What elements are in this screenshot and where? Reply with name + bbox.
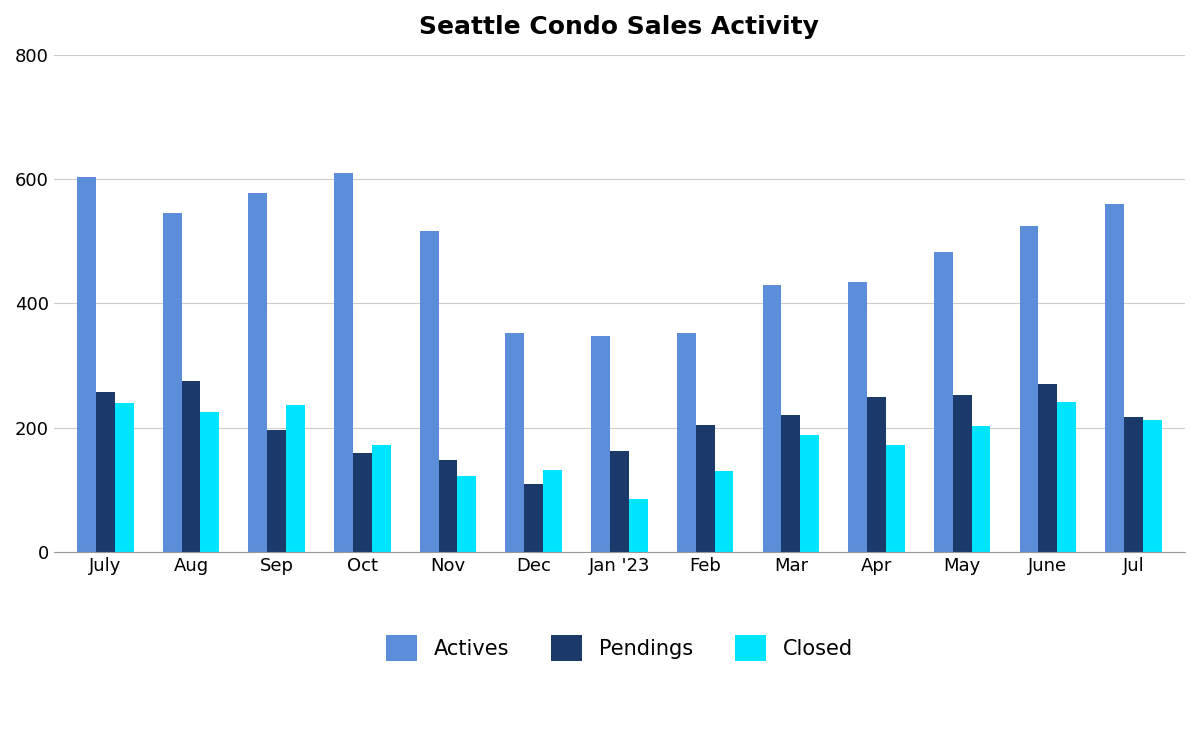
Bar [762,285,781,552]
Bar [457,476,476,552]
Bar [781,416,800,552]
Bar [353,453,372,552]
Bar [848,281,868,552]
Bar [524,484,544,552]
Bar [886,445,905,552]
Bar [610,451,629,552]
Bar [286,405,305,552]
Bar [696,425,714,552]
Bar [953,395,972,552]
Bar [972,426,990,552]
Bar [163,214,181,552]
Bar [181,381,200,552]
Bar [1124,416,1144,552]
Bar [714,471,733,552]
Bar [800,435,820,552]
Bar [868,397,886,552]
Title: Seattle Condo Sales Activity: Seattle Condo Sales Activity [420,15,820,39]
Bar [96,391,115,552]
Bar [268,429,286,552]
Bar [334,173,353,552]
Bar [505,333,524,552]
Bar [1057,402,1076,552]
Bar [1020,227,1038,552]
Bar [439,460,457,552]
Bar [592,336,610,552]
Bar [1038,384,1057,552]
Bar [77,177,96,552]
Bar [115,403,133,552]
Bar [372,445,391,552]
Bar [677,333,696,552]
Bar [544,470,562,552]
Bar [629,499,648,552]
Bar [248,192,268,552]
Bar [200,412,220,552]
Legend: Actives, Pendings, Closed: Actives, Pendings, Closed [378,627,862,669]
Bar [420,231,439,552]
Bar [1105,204,1124,552]
Bar [934,252,953,552]
Bar [1144,420,1162,552]
